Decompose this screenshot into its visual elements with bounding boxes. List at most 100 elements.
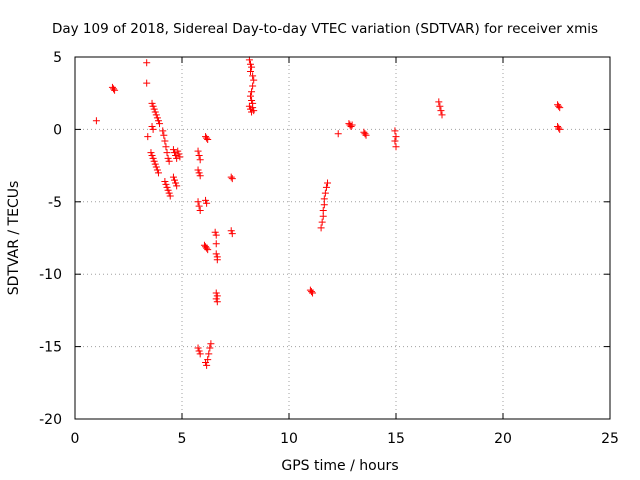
data-point (250, 76, 258, 84)
data-point (204, 246, 212, 254)
data-points (92, 56, 564, 369)
data-point (154, 169, 162, 177)
y-tick-label: -10 (39, 267, 62, 283)
data-point (204, 136, 212, 144)
data-point (196, 172, 204, 180)
data-point (165, 189, 173, 197)
data-point (150, 105, 158, 113)
grid-lines (75, 57, 610, 419)
data-point (227, 173, 235, 181)
data-point (391, 127, 399, 135)
data-point (245, 102, 253, 110)
data-point (213, 298, 221, 306)
data-point (148, 151, 156, 159)
data-point (207, 340, 215, 348)
data-point (172, 151, 180, 159)
y-axis-label: SDTVAR / TECUs (6, 181, 22, 296)
data-point (250, 107, 258, 115)
data-point (212, 295, 220, 303)
data-point (319, 206, 327, 214)
data-point (195, 169, 203, 177)
plot-frame (74, 56, 611, 420)
data-point (245, 56, 253, 64)
data-point (202, 196, 210, 204)
data-point (92, 117, 100, 125)
tick-labels: 0 5 10 15 20 25 5 0 -5 -10 -15 -20 (39, 50, 619, 447)
chart-title: Day 109 of 2018, Sidereal Day-to-day VTE… (52, 21, 598, 37)
data-point (435, 98, 443, 106)
data-point (152, 111, 160, 119)
data-point (246, 67, 254, 75)
data-point (151, 160, 159, 168)
data-point (173, 154, 181, 162)
data-point (162, 180, 170, 188)
data-point (248, 63, 256, 71)
data-point (555, 124, 563, 132)
data-point (556, 125, 564, 133)
data-point (148, 123, 156, 131)
x-tick-label: 25 (601, 431, 619, 447)
y-tick-label: -20 (39, 412, 62, 428)
x-tick-label: 5 (178, 431, 187, 447)
data-point (347, 123, 355, 131)
data-point (211, 228, 219, 236)
data-point (171, 149, 179, 157)
data-point (148, 99, 156, 107)
data-point (322, 183, 330, 191)
data-point (194, 166, 202, 174)
data-point (249, 82, 257, 90)
data-point (151, 108, 159, 116)
data-point (196, 350, 204, 358)
data-point (246, 92, 254, 100)
data-point (392, 133, 400, 141)
data-point (156, 120, 164, 128)
data-point (153, 166, 161, 174)
data-point (324, 179, 332, 187)
data-point (212, 250, 220, 258)
data-point (362, 131, 370, 139)
data-point (149, 102, 157, 110)
data-point (203, 244, 211, 252)
data-point (249, 72, 257, 80)
data-point (307, 288, 315, 296)
data-point (204, 356, 212, 364)
data-point (203, 199, 211, 207)
data-point (437, 107, 445, 115)
data-point (309, 289, 317, 297)
data-point (111, 86, 119, 94)
data-point (169, 146, 177, 154)
data-point (438, 111, 446, 119)
data-point (162, 143, 170, 151)
x-tick-label: 0 (71, 431, 80, 447)
data-point (318, 218, 326, 226)
data-point (348, 121, 356, 129)
data-point (194, 147, 202, 155)
data-point (249, 104, 257, 112)
y-tick-label: -5 (48, 195, 62, 211)
data-point (212, 240, 220, 248)
x-tick-label: 20 (494, 431, 512, 447)
data-point (206, 344, 214, 352)
data-point (165, 157, 173, 165)
y-tick-label: -15 (39, 340, 62, 356)
data-point (248, 88, 256, 96)
data-point (169, 173, 177, 181)
data-point (195, 347, 203, 355)
data-point (246, 60, 254, 68)
data-point (163, 183, 171, 191)
x-tick-label: 15 (387, 431, 405, 447)
data-point (149, 154, 157, 162)
data-point (152, 163, 160, 171)
data-point (195, 202, 203, 210)
data-point (159, 127, 167, 135)
data-point (161, 137, 169, 145)
data-point (194, 344, 202, 352)
data-point (154, 117, 162, 125)
data-point (196, 206, 204, 214)
data-point (213, 253, 221, 261)
data-point (194, 198, 202, 206)
data-point (361, 130, 369, 138)
data-point (143, 79, 151, 87)
data-point (172, 179, 180, 187)
